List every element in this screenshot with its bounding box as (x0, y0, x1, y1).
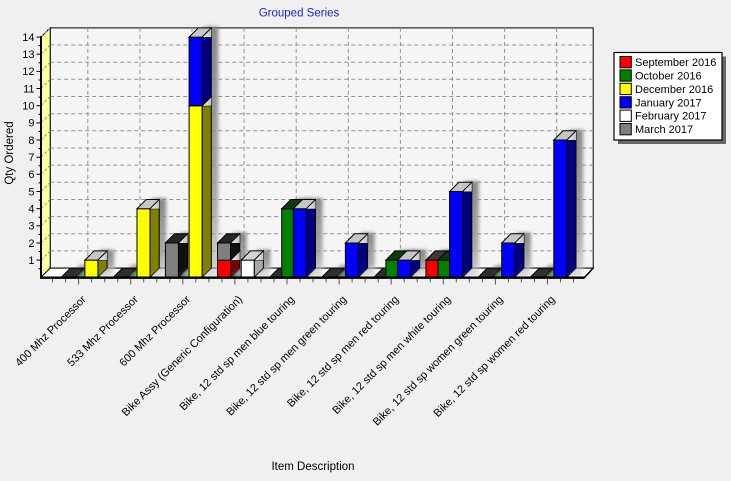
svg-text:March 2017: March 2017 (635, 124, 693, 136)
svg-text:7: 7 (28, 152, 34, 164)
svg-text:4: 4 (28, 204, 34, 216)
svg-text:8: 8 (28, 135, 34, 147)
svg-text:14: 14 (22, 32, 34, 44)
svg-text:October 2016: October 2016 (635, 71, 702, 83)
svg-text:January 2017: January 2017 (635, 97, 702, 109)
svg-text:13: 13 (22, 49, 34, 61)
svg-text:12: 12 (22, 66, 34, 78)
svg-text:2: 2 (28, 238, 34, 250)
svg-text:1: 1 (28, 255, 34, 267)
svg-text:6: 6 (28, 169, 34, 181)
svg-text:Item Description: Item Description (271, 461, 354, 473)
svg-text:11: 11 (23, 83, 34, 95)
svg-text:10: 10 (22, 101, 34, 113)
svg-text:Qty Ordered: Qty Ordered (4, 121, 16, 184)
svg-text:February 2017: February 2017 (635, 111, 707, 123)
svg-text:9: 9 (28, 118, 34, 130)
svg-text:Grouped Series: Grouped Series (259, 8, 340, 20)
svg-text:3: 3 (28, 221, 34, 233)
svg-text:5: 5 (28, 186, 34, 198)
svg-text:December 2016: December 2016 (635, 84, 713, 96)
svg-text:September 2016: September 2016 (635, 57, 716, 69)
